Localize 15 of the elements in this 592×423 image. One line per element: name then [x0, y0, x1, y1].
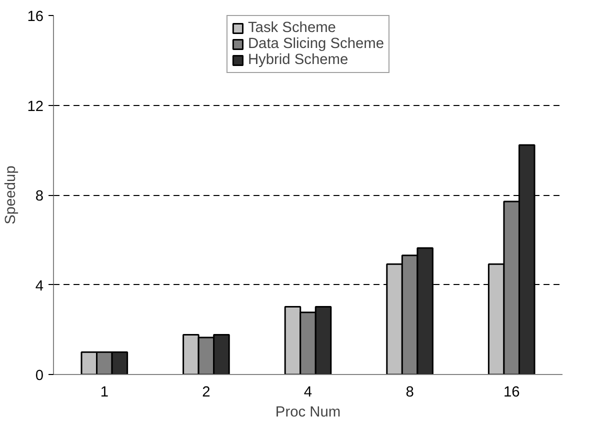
legend-label: Task Scheme: [248, 20, 336, 36]
x-axis-title: Proc Num: [275, 404, 341, 420]
x-tick-label: 2: [202, 384, 210, 400]
y-tick-label: 12: [27, 98, 44, 115]
x-tick-label: 4: [304, 384, 312, 400]
legend-label: Hybrid Scheme: [248, 52, 348, 68]
y-tick-label: 0: [35, 368, 44, 384]
legend-label: Data Slicing Scheme: [248, 36, 384, 52]
y-tick-label: 16: [27, 9, 44, 25]
y-axis-title: Speedup: [3, 166, 20, 224]
x-tick-label: 8: [406, 384, 414, 400]
y-tick-label: 8: [35, 188, 44, 204]
x-tick-label: 16: [503, 384, 520, 400]
y-tick-label: 4: [35, 278, 44, 294]
x-tick-label: 1: [100, 384, 108, 400]
